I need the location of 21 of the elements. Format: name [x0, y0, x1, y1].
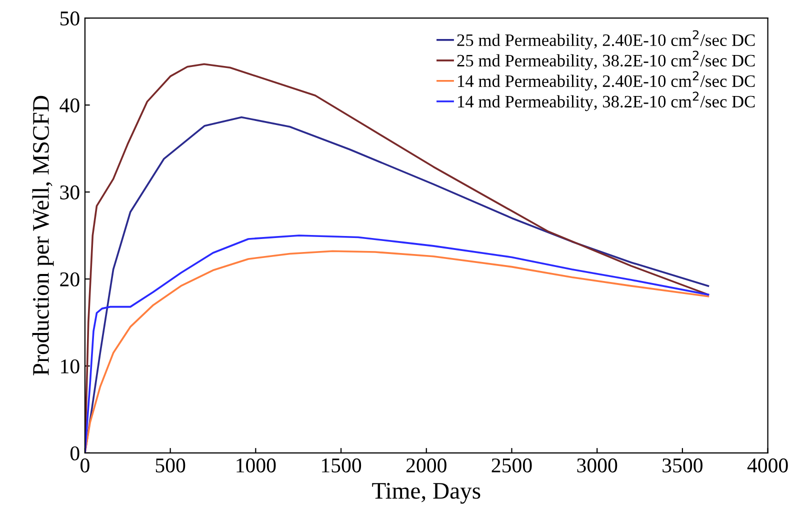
y-tick-label: 30	[60, 185, 80, 200]
x-tick-label: 4000	[747, 458, 788, 472]
legend-label: 25 md Permeability, 38.2E-10 cm$^{2}$/sec DC	[457, 50, 755, 70]
x-tick-label: 500	[156, 458, 186, 472]
y-tick-label: 20	[60, 272, 80, 286]
y-tick-label: 40	[60, 98, 80, 112]
x-tick-label: 1000	[236, 458, 276, 472]
x-axis-title: Time, Days	[372, 482, 480, 504]
legend-label: 25 md Permeability, 2.40E-10 cm$^{2}$/sec DC	[457, 30, 755, 50]
x-tick-label: 1500	[322, 458, 362, 472]
legend-label: 14 md Permeability, 38.2E-10 cm$^{2}$/sec DC	[458, 92, 755, 112]
x-tick-label: 2000	[406, 458, 446, 472]
x-tick-label: 3500	[662, 458, 702, 472]
y-tick-label: 50	[60, 11, 80, 26]
x-tick-label: 3000	[577, 458, 618, 472]
y-axis-title: Production per Well, MSCFD	[32, 96, 54, 376]
y-tick-label: 10	[61, 359, 80, 374]
legend-label: 14 md Permeability, 2.40E-10 cm$^{2}$/sec DC	[458, 71, 755, 91]
y-tick-label: 0	[70, 446, 80, 460]
x-tick-label: 2500	[492, 458, 532, 472]
x-tick-label: 0	[80, 458, 90, 472]
